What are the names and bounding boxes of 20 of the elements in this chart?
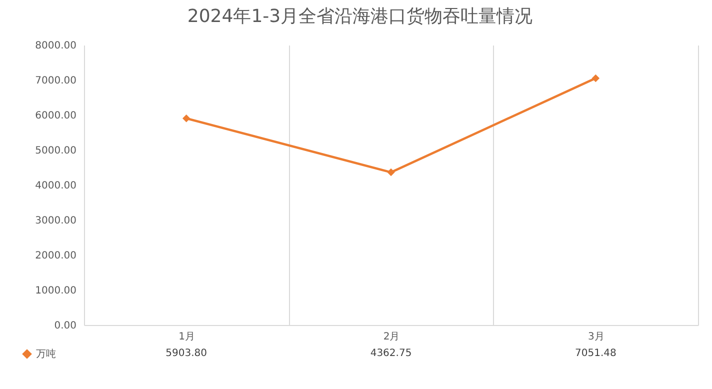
y-tick-label: 1000.00	[35, 286, 76, 296]
y-tick-label: 2000.00	[35, 250, 76, 262]
y-tick-label: 3000.00	[35, 216, 76, 226]
x-tick-label: 2月	[383, 332, 400, 342]
y-tick-label: 5000.00	[35, 146, 76, 156]
data-label: 7051.48	[574, 348, 616, 359]
y-tick-label: 0.00	[54, 320, 76, 332]
x-tick-label: 1月	[178, 332, 196, 342]
y-tick-label: 6000.00	[35, 110, 76, 122]
data-label: 4362.75	[370, 348, 412, 359]
y-tick-label: 4000.00	[35, 180, 76, 192]
point	[182, 114, 190, 122]
legend-label: 万吨	[36, 348, 56, 360]
chart-title: 2024年1-3月全省沿海港口货物吞吐量情况	[187, 6, 533, 27]
y-tick-label: 7000.00	[35, 76, 76, 86]
point	[387, 168, 395, 176]
data-label: 5903.80	[166, 348, 208, 359]
x-tick-label: 3月	[588, 332, 604, 342]
y-tick-label: 8000.00	[35, 40, 76, 52]
point	[592, 74, 600, 82]
